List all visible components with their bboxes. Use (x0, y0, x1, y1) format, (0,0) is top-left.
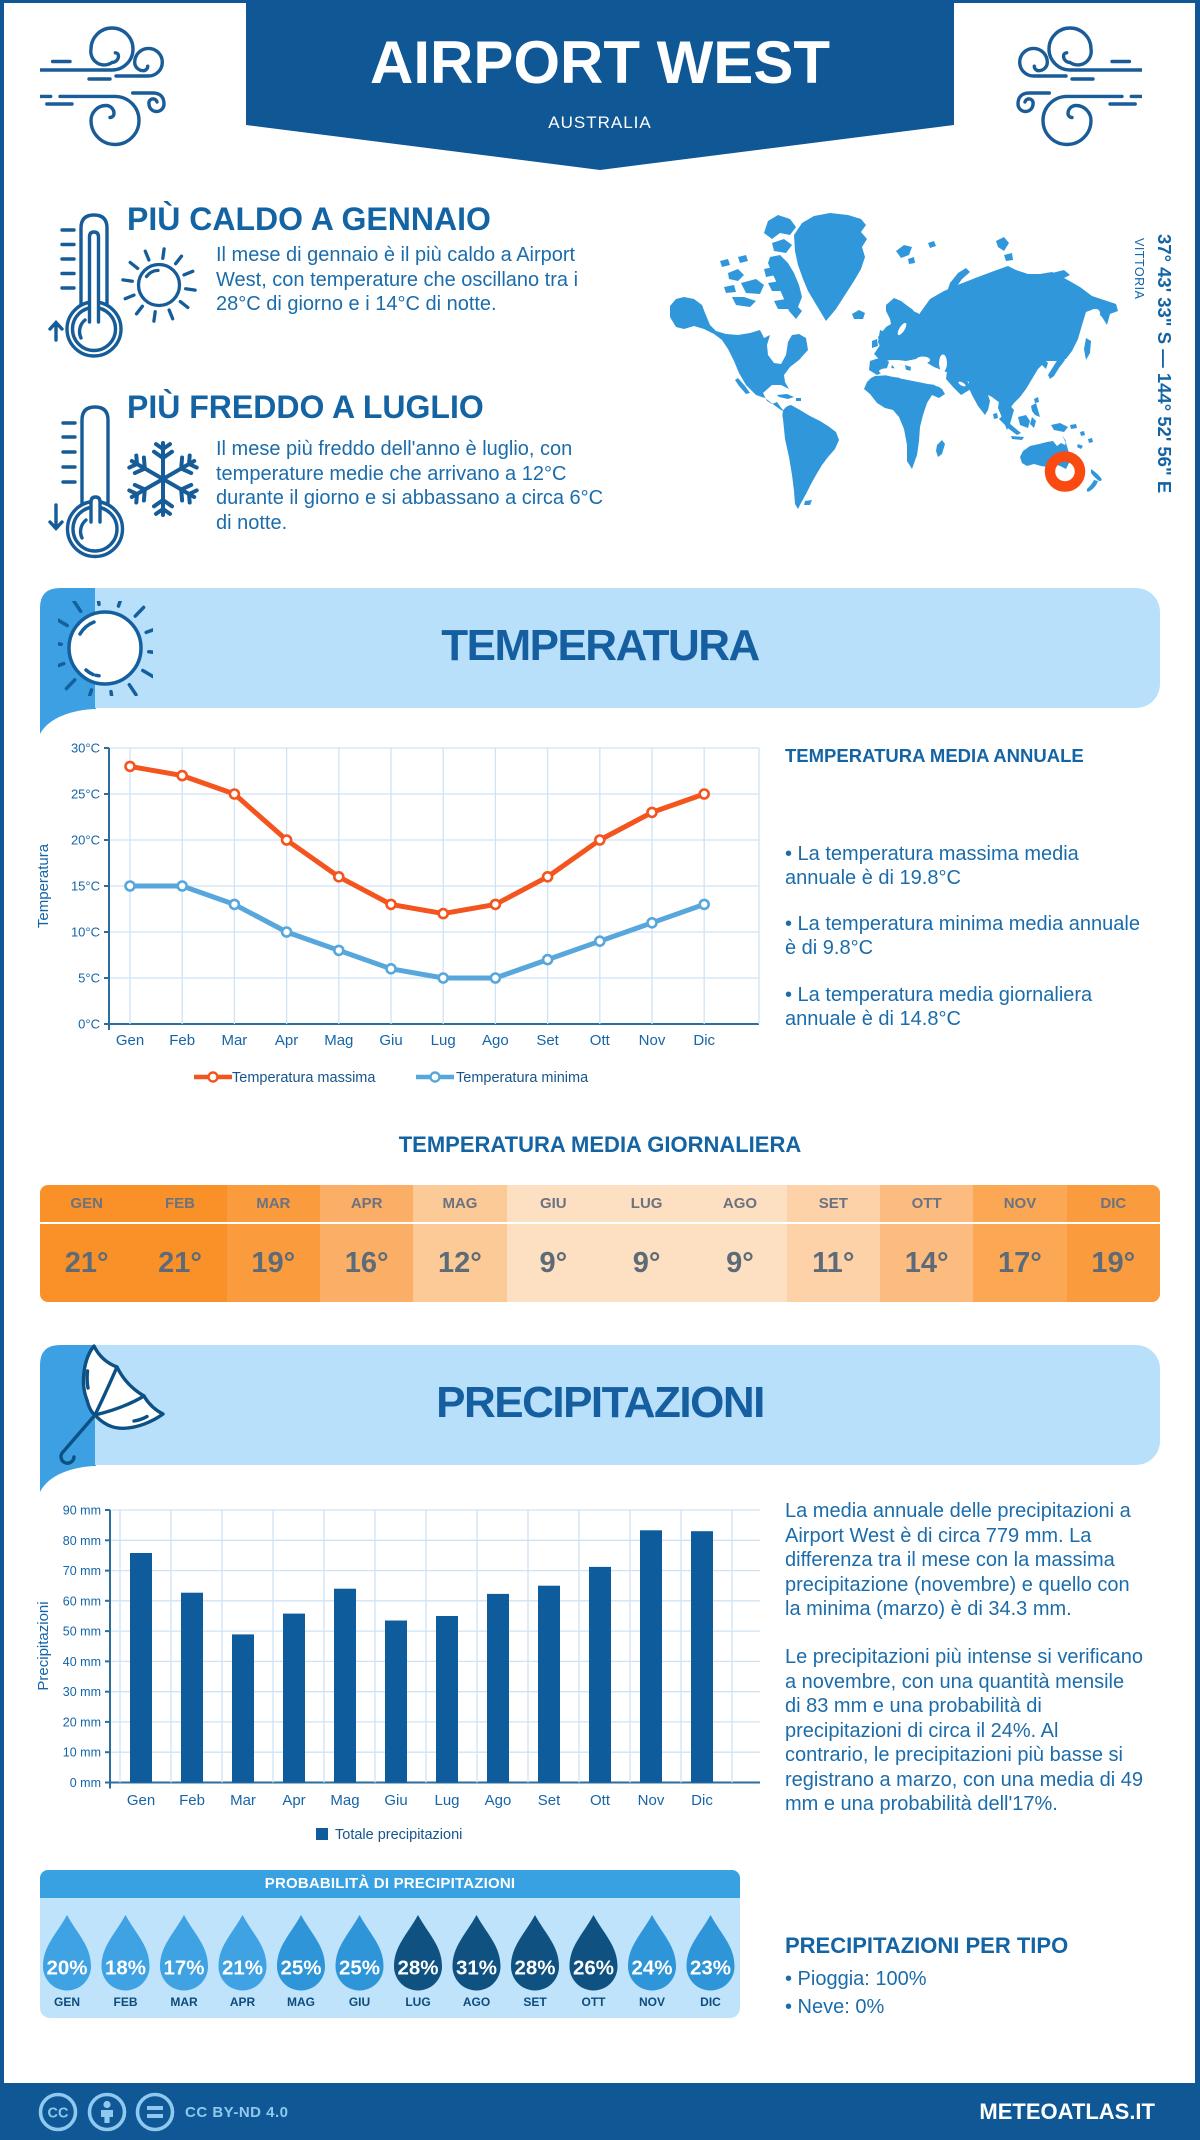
svg-text:Precipitazioni: Precipitazioni (35, 1601, 52, 1690)
svg-text:0°C: 0°C (78, 1017, 100, 1032)
svg-text:CC: CC (48, 2106, 69, 2122)
svg-text:25%: 25% (339, 1957, 380, 1980)
svg-text:Ago: Ago (482, 1032, 509, 1049)
svg-text:0 mm: 0 mm (70, 1776, 101, 1790)
svg-text:Set: Set (536, 1032, 559, 1049)
svg-text:60 mm: 60 mm (63, 1594, 101, 1608)
svg-text:21%: 21% (222, 1957, 263, 1980)
svg-text:23%: 23% (690, 1957, 731, 1980)
svg-text:70 mm: 70 mm (63, 1564, 101, 1578)
svg-text:Gen: Gen (116, 1032, 144, 1049)
svg-text:25%: 25% (280, 1957, 321, 1980)
svg-text:Giu: Giu (379, 1032, 402, 1049)
svg-text:5°C: 5°C (78, 971, 100, 986)
svg-text:SET: SET (523, 1995, 547, 2009)
svg-text:Nov: Nov (638, 1792, 665, 1809)
svg-text:Mag: Mag (324, 1032, 353, 1049)
svg-text:Ott: Ott (590, 1032, 611, 1049)
svg-text:NOV: NOV (639, 1995, 665, 2009)
svg-text:15°C: 15°C (71, 879, 100, 894)
svg-text:Mar: Mar (221, 1032, 247, 1049)
svg-text:30°C: 30°C (71, 741, 100, 756)
svg-text:20°C: 20°C (71, 833, 100, 848)
svg-text:Temperatura massima: Temperatura massima (232, 1070, 376, 1086)
svg-text:DIC: DIC (700, 1995, 721, 2009)
svg-text:Set: Set (538, 1792, 561, 1809)
svg-text:Lug: Lug (431, 1032, 456, 1049)
svg-text:FEB: FEB (114, 1995, 138, 2009)
svg-text:26%: 26% (573, 1957, 614, 1980)
svg-text:24%: 24% (631, 1957, 672, 1980)
svg-text:APR: APR (230, 1995, 256, 2009)
svg-text:Gen: Gen (127, 1792, 155, 1809)
svg-text:Giu: Giu (384, 1792, 407, 1809)
svg-text:28%: 28% (397, 1957, 438, 1980)
svg-text:GIU: GIU (349, 1995, 370, 2009)
svg-text:10°C: 10°C (71, 925, 100, 940)
svg-text:AGO: AGO (463, 1995, 490, 2009)
svg-text:40 mm: 40 mm (63, 1655, 101, 1669)
svg-text:Apr: Apr (275, 1032, 298, 1049)
svg-text:20%: 20% (46, 1957, 87, 1980)
svg-text:Feb: Feb (179, 1792, 205, 1809)
svg-text:Ago: Ago (485, 1792, 512, 1809)
svg-text:25°C: 25°C (71, 787, 100, 802)
svg-text:Temperatura minima: Temperatura minima (456, 1070, 589, 1086)
svg-text:30 mm: 30 mm (63, 1685, 101, 1699)
svg-text:GEN: GEN (54, 1995, 80, 2009)
svg-text:50 mm: 50 mm (63, 1625, 101, 1639)
svg-text:Dic: Dic (691, 1792, 713, 1809)
svg-text:Lug: Lug (434, 1792, 459, 1809)
svg-text:Ott: Ott (590, 1792, 611, 1809)
svg-text:Totale precipitazioni: Totale precipitazioni (335, 1827, 462, 1843)
svg-text:LUG: LUG (405, 1995, 430, 2009)
svg-text:10 mm: 10 mm (63, 1746, 101, 1760)
svg-text:Feb: Feb (169, 1032, 195, 1049)
svg-text:80 mm: 80 mm (63, 1534, 101, 1548)
svg-text:Nov: Nov (639, 1032, 666, 1049)
svg-text:17%: 17% (163, 1957, 204, 1980)
svg-text:MAG: MAG (287, 1995, 315, 2009)
svg-text:31%: 31% (456, 1957, 497, 1980)
svg-text:20 mm: 20 mm (63, 1715, 101, 1729)
svg-text:Apr: Apr (282, 1792, 305, 1809)
svg-text:Dic: Dic (693, 1032, 715, 1049)
svg-text:MAR: MAR (170, 1995, 198, 2009)
svg-text:18%: 18% (105, 1957, 146, 1980)
svg-text:Temperatura: Temperatura (35, 843, 52, 928)
svg-text:Mag: Mag (330, 1792, 359, 1809)
svg-text:28%: 28% (514, 1957, 555, 1980)
svg-text:Mar: Mar (230, 1792, 256, 1809)
svg-text:OTT: OTT (582, 1995, 607, 2009)
svg-text:90 mm: 90 mm (63, 1504, 101, 1518)
